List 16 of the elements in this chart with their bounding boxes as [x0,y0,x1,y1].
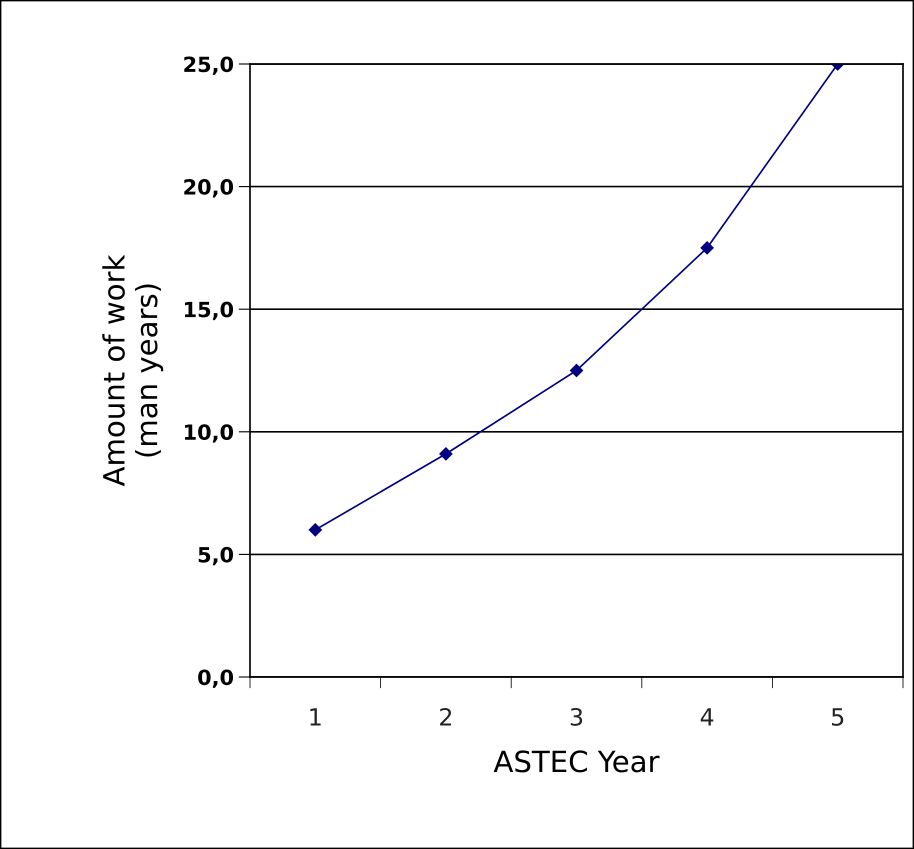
x-tick-label: 5 [832,708,844,726]
y-tick-label: 10,0 [184,424,234,443]
x-tick-label: 2 [440,708,452,726]
x-tick-label: 4 [700,708,714,726]
point [439,447,452,460]
y-tick-label: 5,0 [198,546,234,566]
y-tick-label: 20,0 [184,179,234,198]
point [570,364,584,378]
x-tick-label: 3 [570,708,582,726]
y-tick-label: 25,0 [184,56,234,75]
y-tick-label: 15,0 [184,302,234,320]
y-axis-title: Amount of work (man years) [102,254,164,486]
point [308,523,322,536]
x-tick-label: 1 [310,708,321,726]
x-axis-title: ASTEC Year [494,750,660,772]
y-tick-label: 0,0 [198,669,234,688]
